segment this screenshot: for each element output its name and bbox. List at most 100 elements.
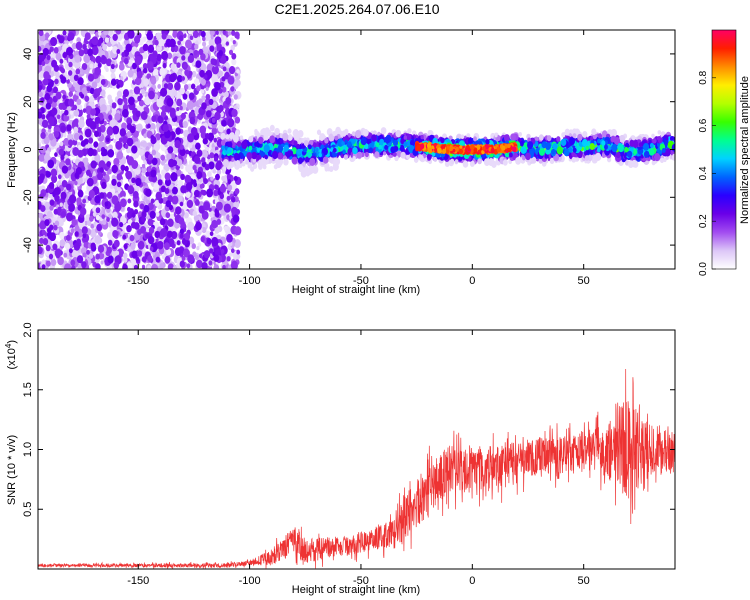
heatmap-cell [127, 30, 135, 39]
heatmap-cell [46, 54, 51, 61]
heatmap-cell [58, 35, 65, 44]
heatmap-cell [180, 87, 185, 95]
heatmap-cell [502, 159, 508, 166]
heatmap-cell [187, 54, 195, 64]
heatmap-cell [396, 150, 402, 158]
heatmap-cell [47, 128, 52, 133]
heatmap-cell [147, 202, 154, 211]
heatmap-cell [157, 83, 162, 89]
heatmap-cell [120, 164, 126, 171]
heatmap-cell [38, 45, 42, 53]
heatmap-cell [71, 218, 78, 227]
heatmap-cell [159, 262, 164, 269]
heatmap-cell [169, 73, 176, 83]
heatmap-cell [87, 147, 95, 157]
heatmap-cell [65, 183, 72, 191]
heatmap-cell [52, 243, 58, 251]
heatmap-cell [151, 115, 157, 122]
heatmap-cell [86, 86, 91, 92]
heatmap-cell [200, 89, 205, 94]
heatmap-cell [161, 50, 169, 61]
heatmap-cell [95, 214, 101, 221]
heatmap-cell [215, 162, 222, 171]
heatmap-cell [183, 84, 189, 90]
heatmap-cell [187, 221, 195, 231]
heatmap-cell [59, 66, 64, 72]
heatmap-cell [46, 231, 53, 239]
heatmap-cell [66, 78, 70, 84]
heatmap-cell [91, 46, 99, 56]
heatmap-cell [131, 145, 138, 154]
heatmap-cell [651, 160, 656, 166]
heatmap-cell [160, 110, 167, 118]
heatmap-cell [116, 186, 121, 192]
heatmap-cell [180, 185, 187, 194]
heatmap-cell [262, 164, 267, 170]
heatmap-cell [203, 74, 208, 80]
heatmap-cell [196, 171, 203, 180]
heatmap-cell [105, 58, 112, 67]
heatmap-cell [221, 154, 225, 159]
heatmap-cell [107, 231, 113, 240]
heatmap-cell [153, 182, 159, 191]
heatmap-cell [227, 75, 235, 85]
heatmap-cell [99, 167, 104, 174]
heatmap-cell [210, 58, 216, 65]
heatmap-cell [187, 133, 195, 143]
heatmap-cell [200, 30, 206, 38]
heatmap-cell [208, 98, 214, 106]
heatmap-cell [154, 88, 159, 93]
heatmap-cell [58, 148, 65, 156]
heatmap-cell [206, 188, 214, 198]
heatmap-cell [119, 222, 124, 228]
heatmap-cell [43, 136, 50, 145]
heatmap-cell [510, 133, 516, 141]
heatmap-cell [68, 248, 73, 254]
heatmap-cell [62, 30, 67, 36]
heatmap-cell [220, 248, 225, 255]
heatmap-cell [136, 71, 143, 79]
heatmap-cell [48, 253, 54, 260]
heatmap-cell [211, 65, 219, 75]
heatmap-cell [178, 35, 184, 42]
heatmap-cell [176, 98, 183, 107]
heatmap-cell [48, 133, 54, 141]
heatmap-cell [175, 165, 179, 170]
heatmap-cell [75, 68, 81, 75]
heatmap-cell [54, 194, 60, 202]
heatmap-cell [150, 169, 157, 178]
heatmap-cell [75, 41, 83, 51]
heatmap-cell [54, 248, 62, 258]
heatmap-cell [232, 39, 236, 45]
heatmap-cell [659, 157, 665, 164]
heatmap-cell [160, 228, 168, 238]
heatmap-cell [306, 167, 313, 175]
heatmap-cell [563, 148, 570, 157]
heatmap-cell [145, 171, 150, 177]
heatmap-cell [101, 54, 106, 61]
heatmap-cell [40, 131, 46, 140]
heatmap-cell [38, 64, 43, 73]
heatmap-cell [172, 159, 178, 167]
heatmap-cell [89, 120, 97, 130]
heatmap-cell [116, 90, 122, 98]
heatmap-cell [127, 96, 135, 106]
heatmap-cell [179, 260, 185, 268]
heatmap-cell [70, 259, 76, 266]
heatmap-cell [92, 211, 97, 217]
heatmap-cell [38, 200, 42, 206]
heatmap-cell [160, 160, 166, 166]
heatmap-cell [107, 30, 114, 37]
heatmap-cell [132, 190, 139, 199]
heatmap-cell [116, 48, 121, 55]
heatmap-cell [133, 222, 140, 230]
heatmap-cell [216, 218, 222, 225]
heatmap-cell [57, 206, 62, 213]
heatmap-cell [200, 236, 205, 243]
heatmap-cell [59, 231, 65, 240]
heatmap-cell [160, 154, 166, 161]
heatmap-cell [214, 36, 222, 46]
heatmap-cell [131, 160, 139, 169]
heatmap-cell [71, 265, 76, 269]
heatmap-cell [193, 189, 200, 198]
